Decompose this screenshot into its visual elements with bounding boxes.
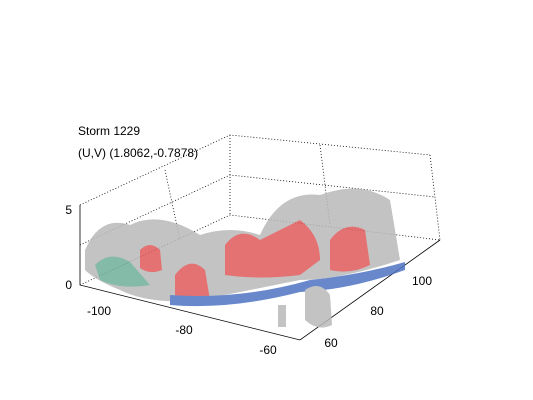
surface-grey: [305, 286, 332, 328]
surface-red: [225, 220, 320, 278]
x-tick-label: -100: [87, 304, 111, 318]
axis-line: [79, 205, 441, 341]
isosurfaces: [85, 188, 405, 328]
y-tick-label: 100: [412, 274, 432, 288]
x-tick-label: -80: [175, 323, 193, 337]
y-tick-label: 80: [370, 304, 384, 318]
z-tick-label: 5: [65, 203, 72, 217]
title: Storm 1229: [78, 124, 140, 138]
surface-red: [140, 245, 162, 273]
surface-green: [95, 256, 150, 287]
surface-grey: [278, 305, 286, 327]
subtitle: (U,V) (1.8062,-0.7878): [78, 146, 198, 160]
surface-red: [175, 263, 210, 303]
y-tick-label: 60: [324, 336, 338, 350]
surface-blue: [170, 262, 405, 307]
grid-line: [429, 154, 441, 241]
z-tick-label: 0: [65, 278, 72, 292]
x-tick-label: -60: [259, 343, 277, 357]
grid-line: [79, 174, 436, 246]
surface-red: [330, 226, 370, 272]
